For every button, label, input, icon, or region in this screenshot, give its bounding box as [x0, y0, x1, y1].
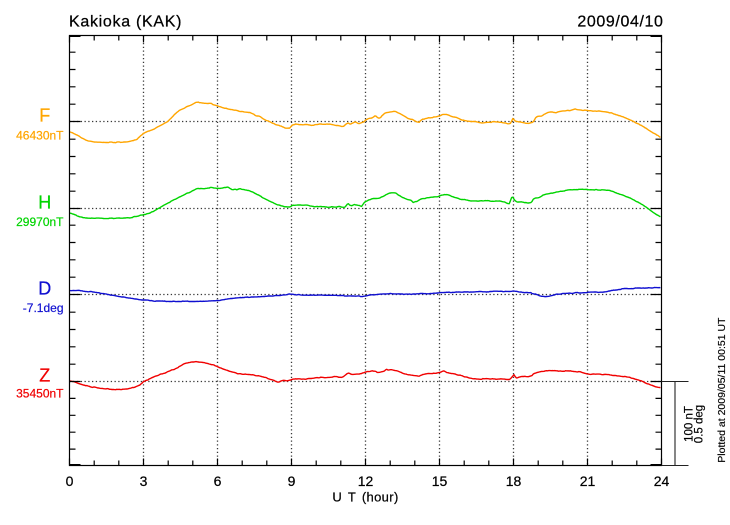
svg-text:Z: Z: [39, 366, 50, 386]
svg-text:Plotted at 2009/05/11 00:51 UT: Plotted at 2009/05/11 00:51 UT: [716, 317, 728, 463]
svg-text:21: 21: [580, 473, 596, 489]
svg-text:35450nT: 35450nT: [16, 386, 64, 400]
svg-text:3: 3: [140, 473, 148, 489]
svg-text:U T (hour): U T (hour): [332, 489, 398, 504]
svg-text:9: 9: [288, 473, 296, 489]
svg-text:0.5 deg: 0.5 deg: [693, 405, 705, 443]
svg-text:100 nT: 100 nT: [684, 406, 696, 442]
svg-text:15: 15: [432, 473, 448, 489]
svg-text:0: 0: [66, 473, 74, 489]
svg-text:Kakioka (KAK): Kakioka (KAK): [69, 14, 182, 31]
svg-text:46430nT: 46430nT: [16, 128, 64, 142]
svg-text:6: 6: [214, 473, 222, 489]
svg-text:D: D: [38, 279, 51, 299]
svg-text:H: H: [38, 193, 51, 213]
svg-text:24: 24: [654, 473, 670, 489]
svg-text:18: 18: [506, 473, 522, 489]
svg-text:F: F: [39, 106, 50, 126]
svg-text:-7.1deg: -7.1deg: [23, 301, 64, 315]
svg-text:2009/04/10: 2009/04/10: [577, 14, 663, 31]
svg-text:12: 12: [358, 473, 374, 489]
svg-text:29970nT: 29970nT: [16, 215, 64, 229]
